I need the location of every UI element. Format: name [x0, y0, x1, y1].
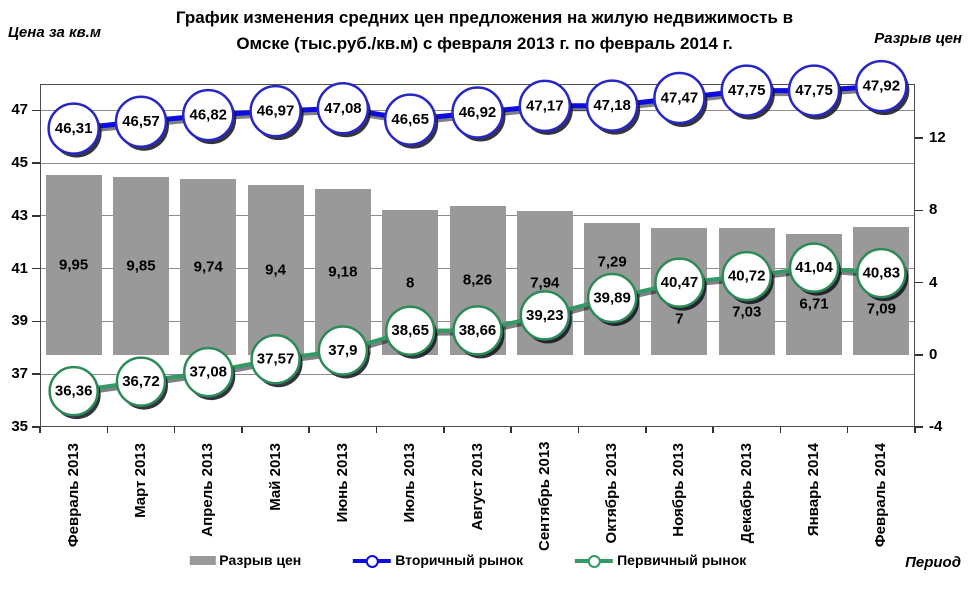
right-axis-tickmark [915, 209, 923, 212]
bar-value-label: 9,18 [328, 263, 358, 281]
x-category-label: Октябрь 2013 [603, 443, 621, 544]
bar-value-label: 9,74 [193, 258, 223, 276]
legend-item-gap: Разрыв цен [189, 552, 301, 568]
bar [651, 228, 708, 355]
chart-title: График изменения средних цен предложения… [60, 5, 909, 57]
legend-item-secondary: Вторичный рынок [353, 552, 523, 568]
x-category-label: Февраль 2014 [872, 443, 890, 548]
left-axis-tickmark [32, 109, 40, 112]
bar-value-label: 7,03 [732, 303, 762, 321]
x-category-label: Август 2013 [468, 443, 486, 531]
x-axis-tickmark [712, 427, 714, 433]
legend-label-gap: Разрыв цен [219, 552, 302, 568]
left-axis-tickmark [32, 426, 40, 428]
x-axis-tickmark [779, 427, 782, 433]
x-axis-tickmark [914, 427, 916, 433]
left-axis-tick-label: 41 [11, 259, 28, 277]
bar-value-label: 9,95 [59, 256, 89, 274]
bar-value-label: 9,85 [126, 257, 156, 275]
x-axis-tickmark [173, 427, 176, 433]
bar-swatch-icon [189, 555, 216, 565]
right-axis-tick-label: 0 [929, 345, 938, 363]
right-axis-tick-label: -4 [929, 418, 943, 435]
x-axis-tickmark [577, 427, 580, 433]
bar-value-label: 7,94 [530, 274, 560, 292]
primary-line-marker-icon [575, 554, 614, 568]
x-category-label: Ноябрь 2013 [670, 443, 688, 537]
right-axis-tickmark [915, 354, 923, 356]
left-axis-tickmark [32, 320, 40, 323]
x-category-label: Февраль 2013 [64, 443, 82, 548]
left-axis-tick-label: 45 [11, 154, 28, 172]
x-axis-tickmark [846, 427, 849, 433]
x-axis-tickmark [39, 427, 41, 433]
bar [584, 223, 641, 355]
x-category-label: Март 2013 [131, 443, 149, 518]
right-axis-caption: Разрыв цен [874, 30, 962, 47]
right-axis-tickmark [915, 137, 923, 139]
right-axis-tick-label: 4 [929, 273, 938, 291]
x-axis-tickmark [510, 427, 512, 433]
x-axis-tickmark [375, 427, 378, 433]
left-axis-tick-label: 47 [11, 101, 28, 119]
legend-label-secondary: Вторичный рынок [395, 552, 524, 568]
x-category-label: Май 2013 [266, 443, 284, 511]
left-axis-tickmark [32, 267, 40, 270]
x-category-label: Апрель 2013 [199, 443, 217, 537]
legend-item-primary: Первичный рынок [575, 552, 746, 568]
bar-value-label: 6,71 [799, 295, 829, 313]
left-axis-tickmark [32, 162, 40, 164]
right-axis-tick-label: 8 [929, 201, 938, 219]
bar-value-label: 7 [675, 310, 684, 328]
left-axis-tickmark [32, 215, 40, 217]
bar-value-label: 8,26 [462, 271, 493, 289]
x-category-label: Сентябрь 2013 [535, 441, 553, 551]
right-axis-tick-label: 12 [929, 129, 946, 147]
x-axis-caption: Период [905, 554, 961, 571]
x-axis-tickmark [443, 427, 445, 433]
x-axis-tickmark [106, 427, 109, 433]
x-category-label: Июль 2013 [401, 443, 419, 523]
bar-value-label: 7,09 [866, 300, 896, 318]
x-category-label: Январь 2014 [805, 443, 823, 537]
left-axis-tick-label: 35 [11, 418, 28, 435]
left-axis-tick-label: 39 [11, 312, 28, 330]
left-axis-tickmark [32, 373, 40, 375]
left-axis-tick-label: 37 [11, 365, 28, 383]
right-axis-tickmark [915, 426, 923, 428]
x-category-label: Июнь 2013 [333, 443, 351, 523]
secondary-line-marker-icon [353, 554, 392, 568]
bar [718, 227, 775, 355]
chart-title-line1: График изменения средних цен предложения… [175, 8, 794, 27]
x-category-label: Декабрь 2013 [737, 443, 755, 544]
left-axis-tick-label: 43 [11, 206, 28, 224]
legend: Разрыв цен Вторичный рынок Первичный рын… [189, 552, 746, 568]
right-axis-tickmark [915, 281, 923, 284]
x-axis-tickmark [645, 427, 647, 433]
legend-label-primary: Первичный рынок [617, 552, 747, 568]
x-axis-tickmark [308, 427, 310, 433]
left-axis-caption: Цена за кв.м [8, 24, 101, 41]
chart-title-line2: Омске (тыс.руб./кв.м) с февраля 2013 г. … [236, 34, 733, 53]
bar [853, 226, 910, 355]
bar-value-label: 8 [406, 274, 415, 292]
x-axis-tickmark [241, 427, 243, 433]
bar-value-label: 9,4 [265, 261, 286, 279]
bar-value-label: 7,29 [597, 253, 627, 271]
gridline [40, 162, 915, 164]
